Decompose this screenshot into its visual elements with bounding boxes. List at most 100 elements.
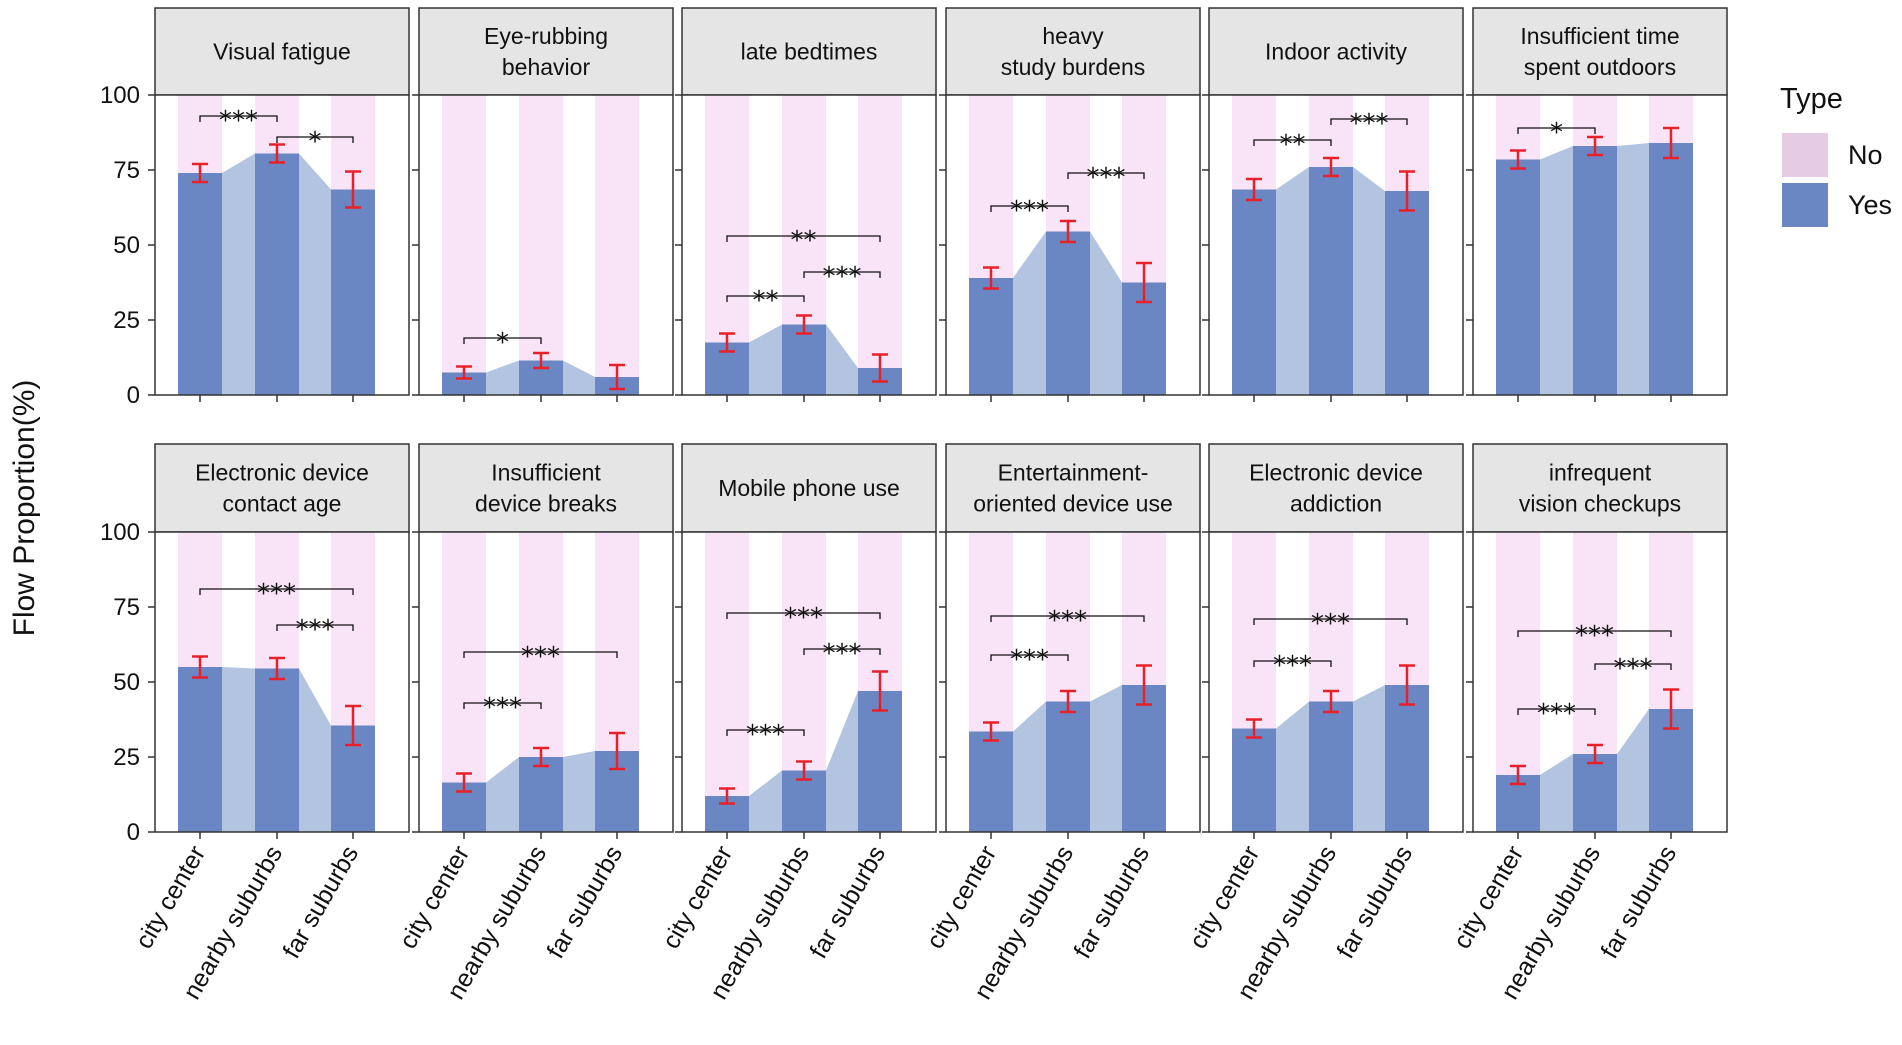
x-category-label: city center	[130, 841, 211, 954]
facet-title-line: vision checkups	[1519, 491, 1681, 517]
flow-area-1	[1013, 701, 1046, 832]
y-tick-label: 50	[113, 669, 140, 696]
flow-area-2	[1090, 231, 1122, 395]
bar-yes-city-center	[442, 372, 486, 395]
legend-title: Type	[1780, 83, 1843, 115]
significance-bracket	[1517, 127, 1596, 134]
x-category-label: city center	[921, 841, 1002, 954]
flow-area-1	[222, 153, 255, 395]
facet-strip	[154, 7, 410, 96]
x-category-label: far suburbs	[1595, 841, 1682, 963]
facet-strip	[1472, 7, 1728, 96]
facet-strip	[154, 443, 410, 533]
facet-strip	[681, 7, 937, 96]
flow-area-1	[1540, 146, 1573, 395]
legend-swatch-yes	[1782, 183, 1828, 227]
facet-title-line: spent outdoors	[1524, 54, 1676, 80]
facet-strip	[418, 443, 674, 533]
facet-title-line: Electronic device	[195, 460, 369, 486]
facet-title-line: addiction	[1290, 491, 1382, 517]
bar-yes-far-suburbs	[1122, 685, 1166, 832]
flow-area-2	[563, 360, 595, 395]
x-category-label: far suburbs	[277, 841, 364, 963]
facet-title-line: Visual fatigue	[213, 39, 351, 65]
panel-9: Mobile phone use*********city centernear…	[657, 443, 937, 1004]
no-stripe-far-suburbs	[595, 95, 639, 395]
y-tick-label: 0	[127, 382, 140, 409]
panel-10: Entertainment-oriented device use *** *** c…	[921, 443, 1201, 1004]
legend-swatch-no	[1782, 133, 1828, 177]
flow-area-2	[563, 751, 595, 832]
significance-bracket	[990, 654, 1069, 661]
bar-yes-far-suburbs	[1385, 685, 1429, 832]
facet-title-line: behavior	[502, 54, 591, 80]
flow-area-2	[1090, 685, 1122, 832]
flow-area-2	[1617, 709, 1649, 832]
facet-title-line: device breaks	[475, 491, 617, 517]
significance-label: ***	[219, 106, 258, 136]
facet-strip	[1208, 443, 1464, 533]
bar-yes-city-center	[969, 278, 1013, 395]
bar-yes-city-center	[969, 731, 1013, 832]
significance-label: *	[496, 328, 509, 358]
panel-8: Insufficient device breaks *** *** city cent…	[394, 443, 674, 1004]
significance-label: ***	[1350, 109, 1389, 139]
y-tick-label: 50	[113, 232, 140, 259]
significance-bracket	[726, 612, 881, 619]
flow-area-1	[222, 667, 255, 832]
flow-area-1	[486, 360, 519, 395]
y-axis-title: Flow Proportion(%)	[8, 380, 41, 637]
facet-title-line: heavy	[1042, 23, 1104, 49]
panel-11: Electronic device addiction *** *** city cen…	[1184, 443, 1464, 1004]
significance-bracket	[199, 588, 354, 595]
panel-2: Eye-rubbing behavior *	[412, 7, 674, 402]
legend: Type No Yes	[1780, 83, 1892, 227]
flow-area-1	[749, 324, 782, 395]
significance-bracket	[463, 651, 618, 658]
facet-strip	[1208, 7, 1464, 96]
significance-label: ***	[257, 579, 296, 609]
no-stripe-far-suburbs	[858, 95, 902, 395]
significance-bracket	[1253, 660, 1332, 667]
significance-bracket	[726, 295, 805, 302]
significance-bracket	[990, 205, 1069, 212]
bar-yes-city-center	[178, 667, 222, 832]
panels-layer: Visual fatigue****0255075100Eye-rubbingb…	[100, 7, 1728, 1004]
flow-area-2	[1617, 143, 1649, 395]
significance-label: ***	[823, 639, 862, 669]
significance-label: ***	[823, 262, 862, 292]
bar-yes-nearby-suburbs	[1573, 754, 1617, 832]
facet-title-line: Electronic device	[1249, 460, 1423, 486]
bar-yes-far-suburbs	[1385, 191, 1429, 395]
facet-strip	[1472, 443, 1728, 533]
significance-label: ***	[1575, 621, 1614, 651]
no-stripe-city-center	[442, 95, 486, 395]
significance-bracket	[726, 729, 805, 736]
flow-area-2	[826, 691, 858, 832]
facet-title-line: Entertainment-	[998, 460, 1149, 486]
flow-area-1	[1013, 231, 1046, 395]
significance-bracket	[1517, 708, 1596, 715]
flow-area-2	[299, 668, 331, 832]
facet-title-line: Insufficient	[491, 460, 601, 486]
significance-bracket	[803, 271, 881, 278]
flow-area-1	[1276, 701, 1309, 832]
facet-strip	[945, 443, 1201, 533]
facet-title-line: contact age	[223, 491, 342, 517]
significance-bracket	[276, 624, 354, 631]
significance-bracket	[1594, 663, 1672, 670]
y-tick-label: 100	[100, 519, 140, 546]
facet-title-line: late bedtimes	[741, 39, 878, 65]
significance-label: ***	[296, 615, 335, 645]
x-category-label: far suburbs	[804, 841, 891, 963]
bar-yes-far-suburbs	[858, 691, 902, 832]
no-stripe-nearby-suburbs	[519, 95, 563, 395]
no-stripe-city-center	[705, 532, 749, 832]
significance-label: *	[309, 127, 322, 157]
panel-7: Electronic device contact age ****** 0 25 50 7…	[100, 443, 410, 1004]
significance-bracket	[1253, 618, 1408, 625]
bar-yes-nearby-suburbs	[255, 668, 299, 832]
panel-6: Insufficient time spent outdoors *	[1466, 7, 1728, 402]
facet-strip	[418, 7, 674, 96]
